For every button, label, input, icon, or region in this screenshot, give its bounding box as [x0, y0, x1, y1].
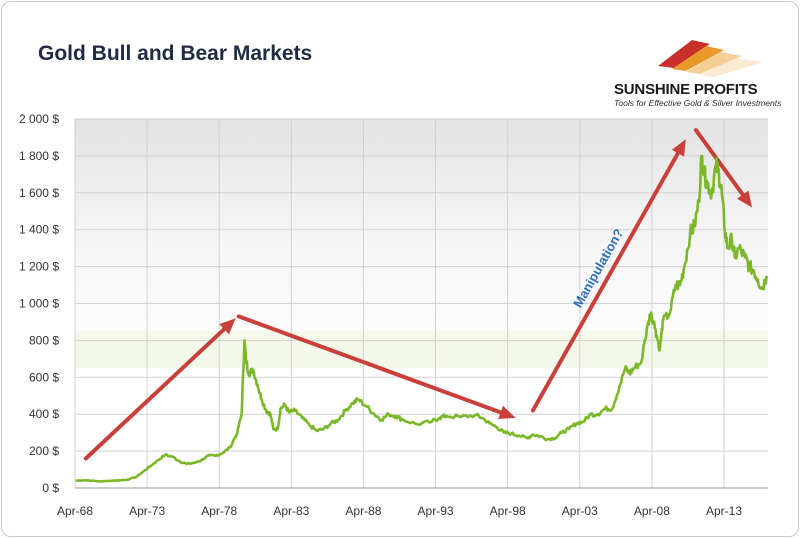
- y-tick-label: 1 000 $: [19, 297, 59, 311]
- y-tick-label: 1 400 $: [19, 223, 59, 237]
- y-tick-label: 2 000 $: [19, 112, 59, 126]
- plot-background: [75, 119, 768, 369]
- bear-arrow-2: [693, 128, 753, 208]
- brand-logo: SUNSHINE PROFITS Tools for Effective Gol…: [614, 36, 784, 108]
- grid-lines: [74, 118, 768, 489]
- x-tick-label: Apr-73: [129, 504, 165, 518]
- y-tick-label: 200 $: [29, 444, 59, 458]
- bull-arrow-2: [530, 139, 686, 413]
- x-tick-label: Apr-78: [201, 504, 237, 518]
- background-band-lower: [75, 331, 768, 369]
- brand-name: SUNSHINE PROFITS: [614, 81, 758, 98]
- gold-price-line: [75, 154, 768, 483]
- brand-tagline: Tools for Effective Gold & Silver Invest…: [614, 98, 782, 108]
- bull-arrow-1: [83, 318, 236, 461]
- sunshine-rays-icon: [658, 40, 764, 77]
- x-tick-label: Apr-03: [562, 504, 598, 518]
- y-tick-label: 600 $: [29, 370, 59, 384]
- x-tick-label: Apr-13: [706, 504, 742, 518]
- x-tick-label: Apr-88: [345, 504, 381, 518]
- y-tick-label: 1 600 $: [19, 186, 59, 200]
- y-tick-label: 1 200 $: [19, 260, 59, 274]
- y-axis: 0 $ 200 $ 400 $ 600 $ 800 $ 1 000 $ 1 200 $ 1 4…: [19, 112, 59, 495]
- chart-title: Gold Bull and Bear Markets: [38, 42, 313, 65]
- gold-price-series: [75, 154, 768, 483]
- x-tick-label: Apr-68: [57, 504, 93, 518]
- y-tick-label: 0 $: [42, 481, 59, 495]
- y-tick-label: 1 800 $: [19, 149, 59, 163]
- bear-arrow-1: [236, 314, 516, 419]
- trend-arrows: [83, 128, 753, 461]
- x-tick-label: Apr-98: [490, 504, 526, 518]
- x-tick-label: Apr-08: [634, 504, 670, 518]
- x-tick-label: Apr-93: [418, 504, 454, 518]
- y-tick-label: 400 $: [29, 407, 59, 421]
- y-tick-label: 800 $: [29, 333, 59, 347]
- x-axis: Apr-68 Apr-73 Apr-78 Apr-83 Apr-88 Apr-93 Apr-…: [57, 504, 742, 518]
- x-tick-label: Apr-83: [273, 504, 309, 518]
- background-band-upper: [75, 119, 768, 332]
